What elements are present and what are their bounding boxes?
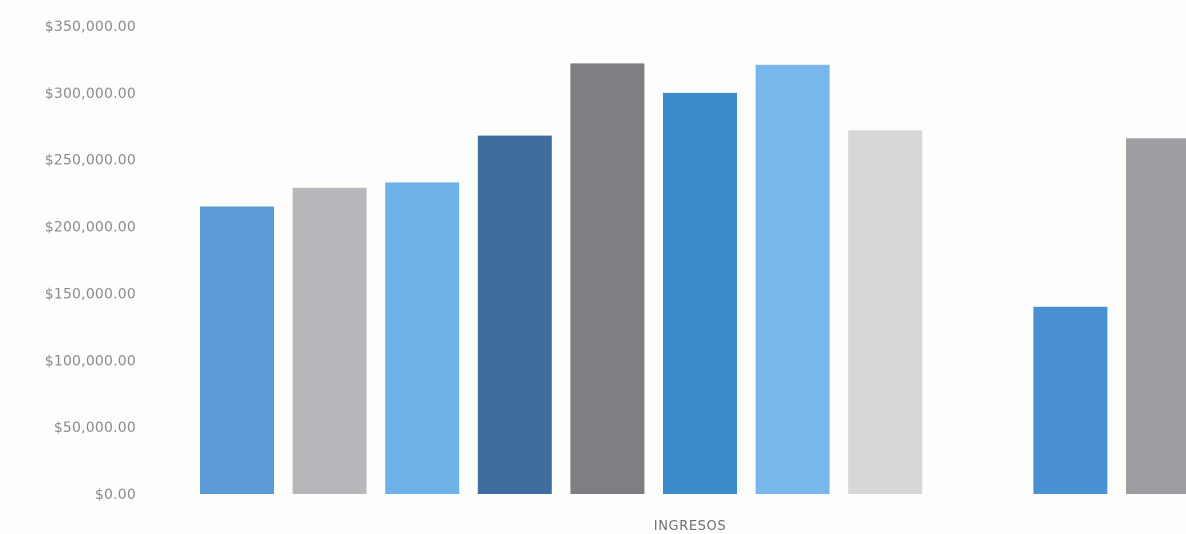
y-tick-label: $300,000.00 (45, 86, 136, 102)
bar (848, 130, 923, 495)
bar (292, 187, 367, 495)
bar (477, 135, 552, 494)
y-tick-label: $150,000.00 (45, 286, 136, 302)
y-tick-label: $0.00 (95, 487, 136, 503)
y-tick-label: $100,000.00 (45, 353, 136, 369)
bar (1033, 306, 1108, 494)
bar (755, 64, 830, 495)
bar (663, 92, 737, 495)
x-axis-label: INGRESOS (654, 519, 726, 534)
bar (385, 182, 460, 494)
y-axis: $0.00 $50,000.00 $100,000.00 $150,000.00 $20… (45, 19, 136, 503)
bar (200, 206, 274, 494)
y-tick-label: $250,000.00 (45, 153, 136, 169)
y-tick-label: $50,000.00 (54, 420, 136, 436)
bars (200, 63, 1186, 495)
bar (570, 63, 645, 495)
bar (1126, 138, 1186, 495)
y-tick-label: $200,000.00 (45, 220, 136, 236)
y-tick-label: $350,000.00 (45, 19, 136, 35)
